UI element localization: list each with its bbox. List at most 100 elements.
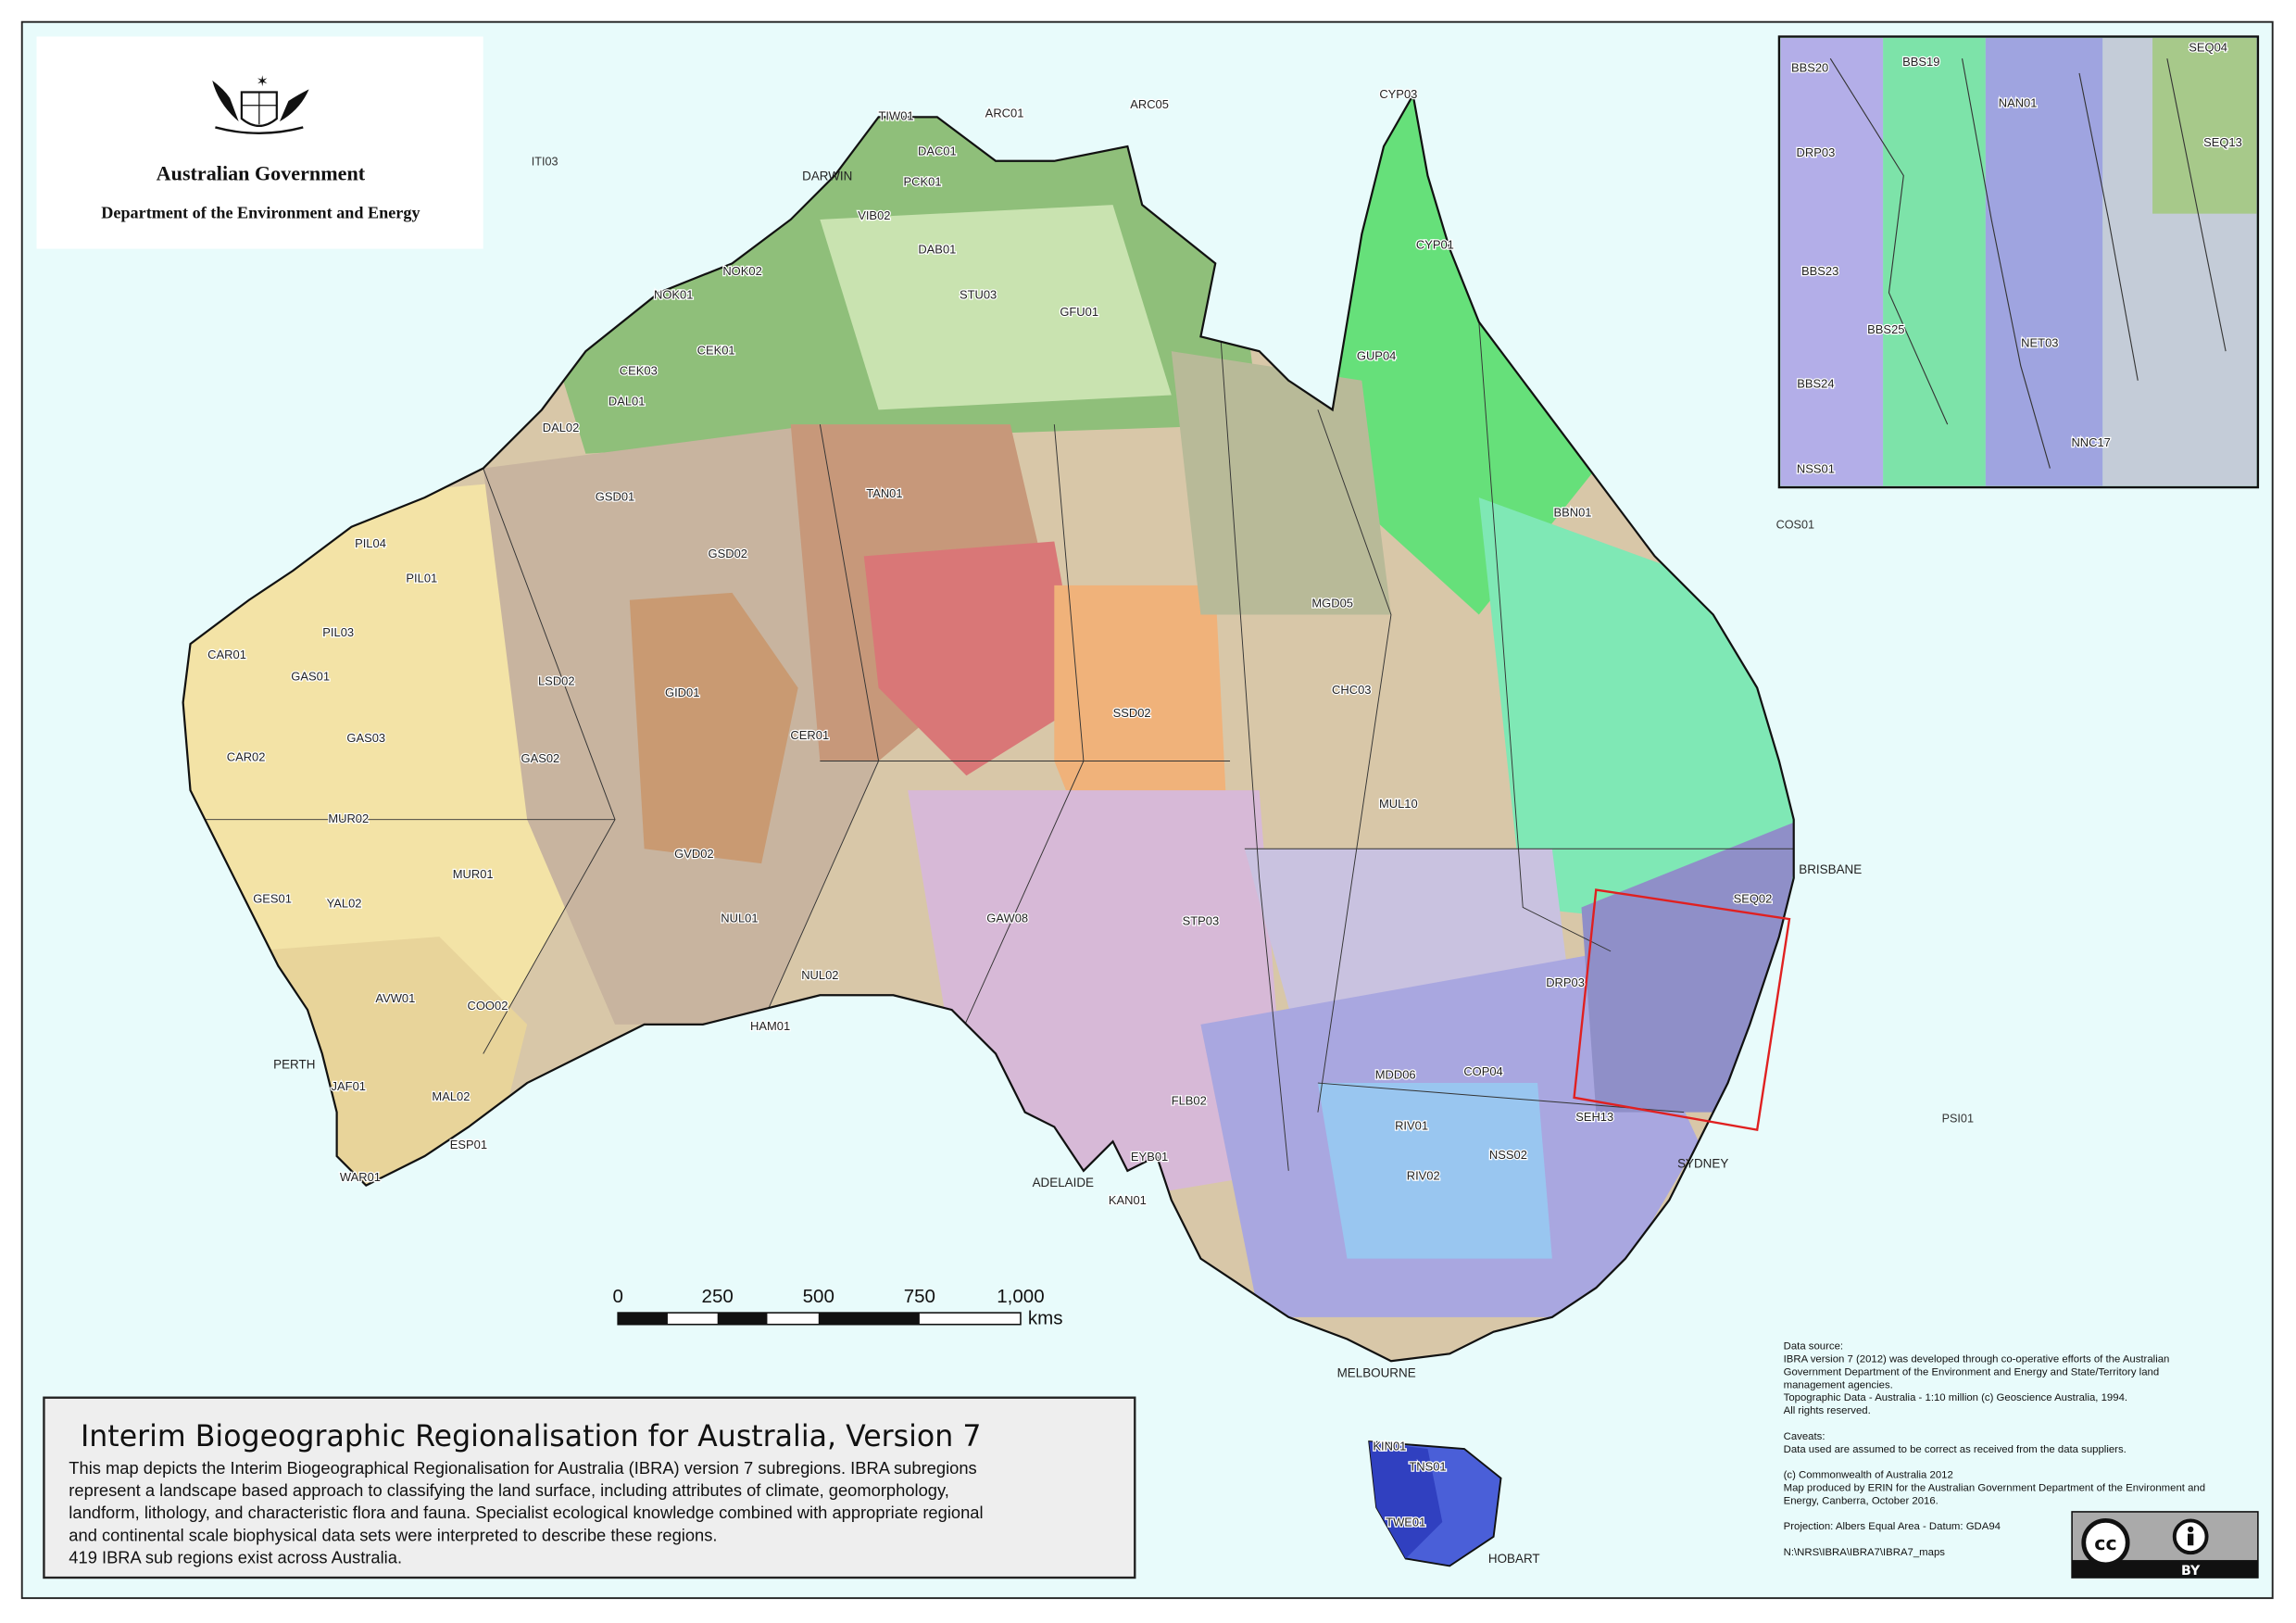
region-label: PIL01 — [406, 572, 437, 585]
region-label: NUL02 — [801, 968, 838, 982]
region-label: MAL02 — [432, 1089, 470, 1103]
offshore-labels: ITI03 COS01 PSI01 — [532, 156, 1974, 1126]
description-line: This map depicts the Interim Biogeograph… — [69, 1458, 976, 1478]
region-label: KIN01 — [1373, 1440, 1406, 1453]
data-source-line: All rights reserved. — [1784, 1405, 1871, 1416]
region-label: PCK01 — [904, 175, 942, 189]
data-source-line: N:\NRS\IBRA\IBRA7\IBRA7_maps — [1784, 1547, 1946, 1558]
region-label: DAL02 — [543, 421, 580, 434]
department-name: Department of the Environment and Energy — [101, 203, 420, 221]
by-text: BY — [2181, 1564, 2201, 1579]
region-label: LSD02 — [538, 673, 575, 687]
inset-region-label: BBS24 — [1797, 377, 1834, 391]
region-label: GSD02 — [709, 547, 747, 560]
offshore-region-label: COS01 — [1776, 518, 1814, 531]
data-source-line: Energy, Canberra, October 2016. — [1784, 1495, 1938, 1506]
scale-tick-label: 500 — [803, 1286, 834, 1307]
region-label: CEK03 — [620, 363, 658, 377]
offshore-region-label: PSI01 — [1942, 1113, 1974, 1126]
region-label: TIW01 — [879, 109, 914, 123]
region-pilbara-gascoyne — [182, 483, 616, 1054]
region-label: CAR02 — [227, 750, 266, 764]
region-label: COO02 — [468, 999, 508, 1013]
inset-region-label: NAN01 — [1999, 95, 2038, 109]
region-label: TWE01 — [1386, 1516, 1425, 1529]
region-label: DRP03 — [1546, 975, 1585, 989]
region-label: GSD01 — [596, 489, 634, 503]
region-label: DAB01 — [918, 242, 956, 256]
data-source-line: Map produced by ERIN for the Australian … — [1784, 1483, 2205, 1494]
map-title: Interim Biogeographic Regionalisation fo… — [81, 1420, 981, 1453]
region-label: GAS02 — [521, 751, 560, 765]
inset-region-label: NNC17 — [2071, 435, 2110, 449]
data-source-line: Data used are assumed to be correct as r… — [1784, 1444, 2127, 1455]
data-source-line: Caveats: — [1784, 1431, 1826, 1442]
city-label: SYDNEY — [1677, 1157, 1728, 1171]
region-label: VIB02 — [858, 208, 890, 222]
region-label: GAW08 — [986, 911, 1028, 925]
region-label: GAS01 — [291, 670, 330, 684]
region-riverina — [1317, 1083, 1552, 1259]
city-label: PERTH — [273, 1057, 315, 1071]
region-label: COP04 — [1463, 1064, 1502, 1078]
svg-text:✶: ✶ — [257, 72, 269, 90]
tasmania-west — [1369, 1441, 1443, 1559]
description-line: landform, lithology, and characteristic … — [69, 1503, 983, 1522]
inset-region-label: BBS25 — [1867, 322, 1904, 336]
data-source-notes: Data source:IBRA version 7 (2012) was de… — [1784, 1341, 2205, 1558]
data-source-line: Topographic Data - Australia - 1:10 mill… — [1784, 1392, 2127, 1403]
region-label: TNS01 — [1409, 1460, 1446, 1474]
inset-region-label: SEQ04 — [2189, 40, 2227, 54]
region-label: GFU01 — [1060, 305, 1098, 319]
scale-tick-label: 250 — [702, 1286, 734, 1307]
city-label: HOBART — [1488, 1552, 1540, 1566]
city-label: DARWIN — [802, 169, 852, 182]
region-label: YAL02 — [327, 896, 362, 910]
region-label: EYB01 — [1131, 1150, 1168, 1164]
region-label: PIL04 — [355, 536, 386, 550]
region-boundaries — [182, 263, 1794, 1171]
description-line: 419 IBRA sub regions exist across Austra… — [69, 1548, 402, 1567]
region-label: GUP04 — [1357, 349, 1396, 363]
region-label: GES01 — [253, 892, 292, 906]
region-label: WAR01 — [340, 1170, 381, 1184]
region-label: SEH13 — [1575, 1110, 1613, 1124]
region-label: CHC03 — [1332, 683, 1371, 697]
inset-region-label: BBS19 — [1902, 55, 1939, 69]
region-label: MUR02 — [328, 812, 369, 825]
scale-bar: kms 0 250 500 750 1,000 — [612, 1286, 1062, 1329]
region-label: AVW01 — [375, 991, 415, 1005]
region-label: MUR01 — [453, 867, 494, 881]
region-label: RIV01 — [1395, 1119, 1428, 1133]
region-label: ARC01 — [985, 106, 1024, 120]
inset-region-label: DRP03 — [1797, 145, 1836, 159]
region-label: CER01 — [790, 728, 829, 742]
cc-icon — [2081, 1518, 2130, 1567]
region-label: NOK01 — [654, 287, 693, 301]
city-label: BRISBANE — [1799, 862, 1862, 876]
region-label: SEQ02 — [1734, 892, 1773, 906]
region-label: STP03 — [1183, 913, 1220, 927]
region-label: STU03 — [960, 287, 997, 301]
inset-region-label: SEQ13 — [2203, 135, 2242, 149]
cc-text: cc — [2094, 1532, 2116, 1554]
scale-unit: kms — [1028, 1308, 1063, 1329]
region-label: SSD02 — [1113, 706, 1151, 720]
city-label: MELBOURNE — [1337, 1366, 1416, 1380]
cc-by-license-badge: cc BY — [2071, 1511, 2259, 1579]
data-source-line: management agencies. — [1784, 1379, 1893, 1390]
region-label: PIL03 — [322, 625, 354, 639]
region-label: CYP03 — [1379, 87, 1417, 101]
region-label: GID01 — [665, 686, 699, 699]
region-label: CAR01 — [207, 648, 246, 661]
region-east-qld — [1317, 94, 1597, 615]
government-logo-block: ✶ Australian Government Department of th… — [36, 36, 483, 249]
title-box: Interim Biogeographic Regionalisation fo… — [43, 1396, 1136, 1579]
region-macdonnell — [863, 541, 1084, 776]
region-label: HAM01 — [750, 1019, 790, 1033]
data-source-line: Government Department of the Environment… — [1784, 1366, 2160, 1378]
region-label: ESP01 — [450, 1138, 487, 1151]
inset-region-label: BBS20 — [1791, 60, 1828, 74]
region-label: GAS03 — [346, 731, 385, 745]
